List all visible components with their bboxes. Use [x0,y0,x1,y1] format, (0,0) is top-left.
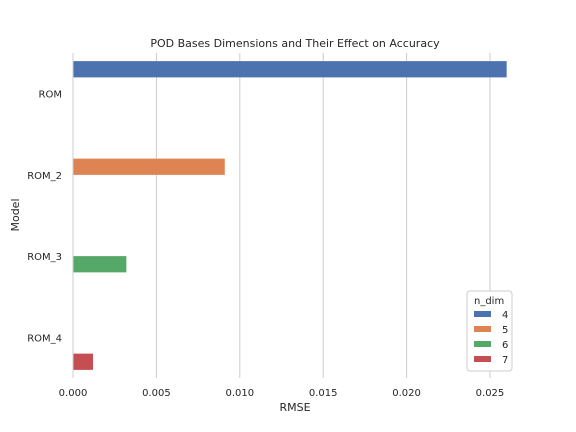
y-tick-labels: ROM ROM_2 ROM_3 ROM_4 [27,90,62,345]
x-tick-label: 0.025 [476,388,505,399]
gridlines [72,53,491,378]
legend-title: n_dim [474,296,504,307]
y-tick-label: ROM [39,90,62,101]
legend-entry: 7 [502,355,508,366]
bars [73,61,507,370]
x-axis-label: RMSE [279,401,310,414]
legend-entry: 4 [502,310,508,321]
legend-swatch [474,311,491,317]
legend-swatch [474,356,491,362]
legend-swatch [474,341,491,347]
x-tick-label: 0.005 [142,388,171,399]
y-tick-label: ROM_4 [27,333,62,344]
x-tick-labels: 0.000 0.005 0.010 0.015 0.020 0.025 [59,388,505,399]
y-tick-label: ROM_3 [27,252,62,263]
y-axis-label: Model [9,198,22,231]
bar-ROM_2-ndim-5 [73,158,225,175]
bar-ROM_3-ndim-6 [73,256,127,273]
legend-entry: 6 [502,340,508,351]
legend: n_dim 4 5 6 7 [466,290,513,372]
legend-swatch [474,326,491,332]
x-tick-label: 0.010 [225,388,254,399]
x-tick-label: 0.000 [59,388,88,399]
x-tick-label: 0.015 [309,388,338,399]
x-tick-label: 0.020 [392,388,421,399]
legend-entry: 5 [502,325,508,336]
chart-title: POD Bases Dimensions and Their Effect on… [150,37,440,50]
bar-ROM_4-ndim-7 [73,353,94,370]
bar-ROM-ndim-4 [73,61,507,78]
y-tick-label: ROM_2 [27,171,62,182]
